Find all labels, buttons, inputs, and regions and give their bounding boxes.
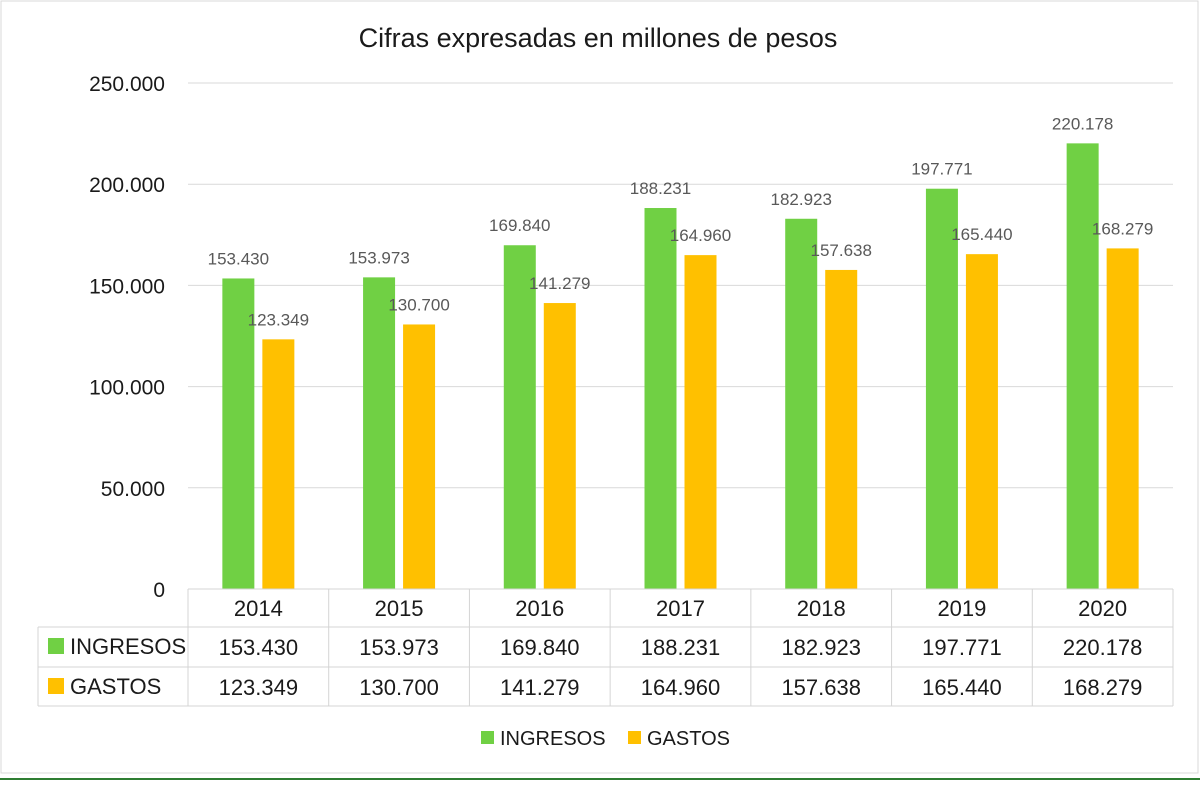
data-label: 153.430 [208, 249, 269, 268]
gridlines [188, 82, 1173, 489]
bar-ingresos-2014 [222, 278, 255, 589]
table-cell: 130.700 [359, 675, 439, 700]
bar-gastos-2019 [965, 254, 998, 589]
bar-ingresos-2015 [363, 277, 396, 589]
data-label: 169.840 [489, 216, 550, 235]
table-cell: 157.638 [781, 675, 861, 700]
legend-swatch [481, 731, 494, 744]
table-row-label: INGRESOS [70, 634, 186, 659]
y-tick-label: 150.000 [89, 275, 165, 298]
data-label: 182.923 [770, 190, 831, 209]
legend-label: INGRESOS [500, 728, 606, 750]
table-cell: 164.960 [641, 675, 721, 700]
y-tick-label: 50.000 [101, 478, 165, 501]
data-table: 2014 2015 2016 2017 2018 2019 2020 INGRESOS 153.… [37, 588, 1174, 707]
table-legend-key [48, 638, 64, 654]
table-cell: 220.178 [1063, 635, 1143, 660]
x-tick-label: 2016 [515, 596, 564, 621]
x-tick-label: 2020 [1078, 596, 1127, 621]
bar-ingresos-2016 [503, 245, 536, 589]
bar-gastos-2016 [543, 303, 576, 589]
bar-gastos-2014 [262, 339, 295, 589]
table-cell: 165.440 [922, 675, 1002, 700]
x-tick-label: 2018 [797, 596, 846, 621]
table-cell: 197.771 [922, 635, 1002, 660]
data-label: 197.771 [911, 160, 972, 179]
y-axis-ticks: 0 50.000 100.000 150.000 200.000 250.000 [89, 73, 165, 602]
table-cell: 153.430 [219, 635, 299, 660]
data-label: 157.638 [810, 241, 871, 260]
chart-title: Cifras expresadas en millones de pesos [359, 23, 838, 53]
data-label: 220.178 [1052, 114, 1113, 133]
table-cell: 168.279 [1063, 675, 1143, 700]
x-tick-label: 2019 [937, 596, 986, 621]
data-label: 130.700 [388, 295, 449, 314]
y-tick-label: 200.000 [89, 174, 165, 197]
data-label: 188.231 [630, 179, 691, 198]
table-cell: 188.231 [641, 635, 721, 660]
data-label: 165.440 [951, 225, 1012, 244]
x-tick-label: 2014 [234, 596, 283, 621]
data-label: 164.960 [670, 226, 731, 245]
table-cell: 169.840 [500, 635, 580, 660]
x-tick-label: 2017 [656, 596, 705, 621]
bar-gastos-2018 [825, 269, 858, 589]
legend-swatch [628, 731, 641, 744]
bar-ingresos-2020 [1066, 143, 1099, 589]
legend-label: GASTOS [647, 728, 730, 750]
table-row-label: GASTOS [70, 674, 161, 699]
x-tick-label: 2015 [375, 596, 424, 621]
data-labels: 153.430 153.973 169.840 188.231 182.923 197.7… [208, 114, 1154, 329]
table-cell: 123.349 [219, 675, 299, 700]
bar-gastos-2020 [1106, 248, 1139, 589]
bar-gastos-2017 [684, 255, 717, 589]
bar-ingresos-2017 [644, 208, 677, 590]
bar-ingresos-2019 [925, 188, 958, 590]
y-tick-label: 0 [153, 579, 165, 602]
table-legend-key [48, 678, 64, 694]
table-cell: 153.973 [359, 635, 439, 660]
data-label: 153.973 [348, 248, 409, 267]
table-cell: 141.279 [500, 675, 580, 700]
bar-ingresos-2018 [785, 218, 818, 589]
y-tick-label: 100.000 [89, 377, 165, 400]
bar-gastos-2015 [403, 324, 436, 589]
legend: INGRESOS GASTOS [481, 728, 730, 750]
bars [222, 143, 1139, 590]
table-cell: 182.923 [781, 635, 861, 660]
y-tick-label: 250.000 [89, 73, 165, 96]
data-label: 168.279 [1092, 219, 1153, 238]
data-label: 141.279 [529, 274, 590, 293]
data-label: 123.349 [248, 310, 309, 329]
